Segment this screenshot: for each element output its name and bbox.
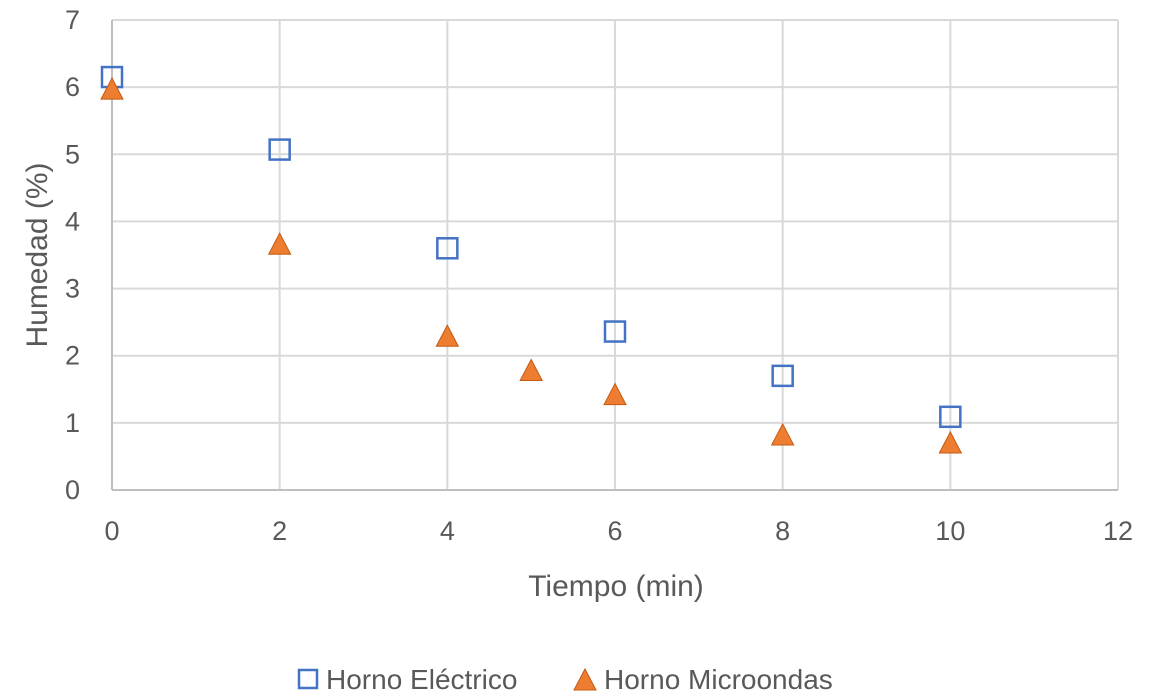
point-horno-microondas (435, 324, 460, 347)
y-tick-label: 4 (65, 206, 80, 236)
y-axis-title: Humedad (%) (21, 162, 54, 347)
legend-label-horno-electrico: Horno Eléctrico (326, 664, 517, 695)
point-horno-electrico (436, 237, 459, 260)
x-tick-label: 0 (104, 516, 119, 546)
point-horno-microondas (938, 430, 963, 454)
point-horno-electrico (939, 405, 962, 429)
point-horno-microondas (770, 422, 795, 446)
y-tick-label: 2 (65, 341, 80, 371)
point-horno-microondas (519, 358, 543, 381)
y-tick-label: 1 (65, 408, 80, 438)
y-tick-label: 3 (65, 274, 80, 304)
point-horno-electrico (771, 364, 794, 388)
x-tick-label: 2 (272, 516, 287, 546)
legend: Horno Eléctrico Horno Microondas (297, 664, 833, 695)
point-horno-microondas (267, 232, 292, 255)
y-tick-label: 5 (65, 139, 80, 169)
legend-marker-horno-electrico (297, 668, 319, 690)
point-horno-electrico (603, 320, 627, 343)
point-horno-microondas (100, 77, 124, 100)
x-tick-label: 12 (1103, 516, 1133, 546)
legend-marker-horno-microondas (573, 667, 597, 691)
y-tick-label: 0 (65, 475, 80, 505)
gridlines (112, 19, 1119, 490)
x-tick-labels: 0 2 4 6 8 10 12 (104, 516, 1133, 546)
y-tick-labels: 0 1 2 3 4 5 6 7 (65, 5, 80, 505)
data-points (100, 65, 963, 454)
x-tick-label: 4 (440, 516, 455, 546)
legend-label-horno-microondas: Horno Microondas (604, 664, 833, 695)
x-tick-label: 6 (607, 516, 622, 546)
x-axis-title: Tiempo (min) (528, 570, 704, 603)
y-tick-label: 7 (65, 5, 80, 35)
y-tick-label: 6 (65, 72, 80, 102)
point-horno-electrico (268, 138, 291, 161)
x-tick-label: 8 (775, 516, 790, 546)
point-horno-microondas (603, 382, 627, 406)
x-tick-label: 10 (935, 516, 965, 546)
